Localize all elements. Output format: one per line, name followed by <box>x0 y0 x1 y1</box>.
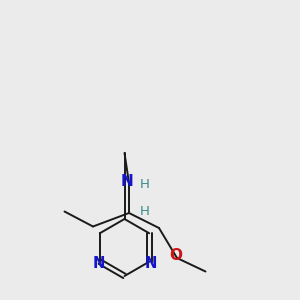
Text: O: O <box>169 248 182 263</box>
Text: H: H <box>140 205 149 218</box>
Text: H: H <box>140 178 149 191</box>
Text: N: N <box>145 256 157 271</box>
Text: N: N <box>120 174 133 189</box>
Text: N: N <box>92 256 104 271</box>
